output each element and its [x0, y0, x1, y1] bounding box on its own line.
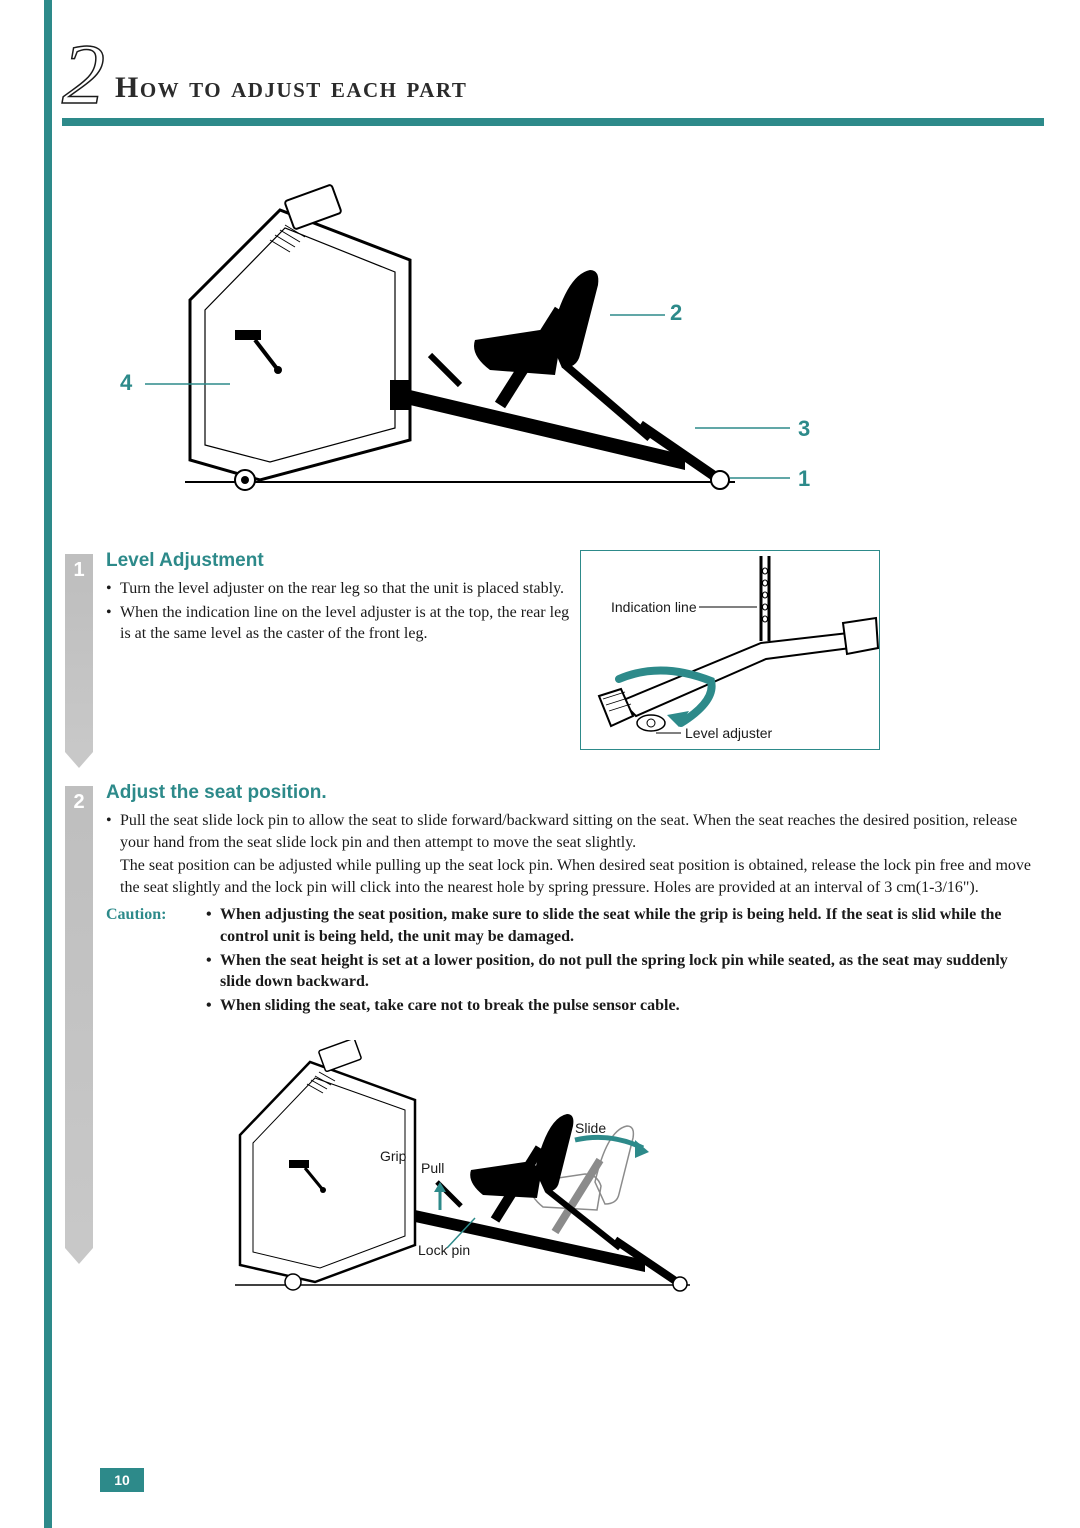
step-number-1: 1	[65, 554, 93, 586]
caution-2: When the seat height is set at a lower p…	[206, 950, 1040, 993]
chapter-title: How to adjust each part	[115, 71, 467, 105]
page-number-badge: 10	[100, 1468, 144, 1492]
figure-seat-slide: Grip Pull Slide Lock pin	[215, 1040, 715, 1300]
section-seat-position: Adjust the seat position. Pull the seat …	[106, 782, 1040, 1018]
callout-1: 1	[798, 466, 810, 492]
section-body-level: Turn the level adjuster on the rear leg …	[106, 578, 570, 645]
step-number-2: 2	[65, 786, 93, 818]
label-slide: Slide	[575, 1120, 606, 1136]
chapter-number: 2	[62, 36, 105, 113]
level-adjuster-svg	[581, 551, 881, 751]
seat-extra-para: The seat position can be adjusted while …	[120, 855, 1040, 898]
label-level-adjuster: Level adjuster	[685, 725, 772, 741]
section-title-seat: Adjust the seat position.	[106, 782, 1040, 804]
caution-1: When adjusting the seat position, make s…	[206, 904, 1040, 947]
section-body-seat: Pull the seat slide lock pin to allow th…	[106, 810, 1040, 1018]
caution-text: When adjusting the seat position, make s…	[206, 904, 1040, 1018]
section-title-level: Level Adjustment	[106, 550, 570, 572]
main-figure: 4 2 3 1	[110, 180, 830, 510]
callout-3: 3	[798, 416, 810, 442]
callout-2: 2	[670, 300, 682, 326]
step-arrow-2	[65, 818, 93, 1248]
callout-4: 4	[120, 370, 132, 396]
chapter-header: 2 How to adjust each part	[62, 28, 1080, 105]
caution-label: Caution:	[106, 904, 206, 1018]
side-accent-bar	[44, 0, 52, 1528]
label-lock-pin: Lock pin	[418, 1242, 470, 1258]
caution-block: Caution: When adjusting the seat positio…	[106, 904, 1040, 1018]
level-bullet-2: When the indication line on the level ad…	[106, 602, 570, 645]
machine-illustration	[110, 180, 830, 510]
seat-slide-svg	[215, 1040, 715, 1300]
level-bullet-1: Turn the level adjuster on the rear leg …	[106, 578, 570, 600]
figure-level-adjuster: Indication line Level adjuster	[580, 550, 880, 750]
step-arrow-1	[65, 586, 93, 752]
seat-bullet-1: Pull the seat slide lock pin to allow th…	[106, 810, 1040, 898]
caution-3: When sliding the seat, take care not to …	[206, 995, 1040, 1017]
label-indication-line: Indication line	[611, 599, 697, 615]
section-level-adjustment: Level Adjustment Turn the level adjuster…	[106, 550, 570, 647]
seat-bullet-1-text: Pull the seat slide lock pin to allow th…	[120, 812, 1017, 851]
label-pull: Pull	[421, 1160, 444, 1176]
chapter-rule	[62, 118, 1044, 126]
label-grip: Grip	[380, 1148, 406, 1164]
